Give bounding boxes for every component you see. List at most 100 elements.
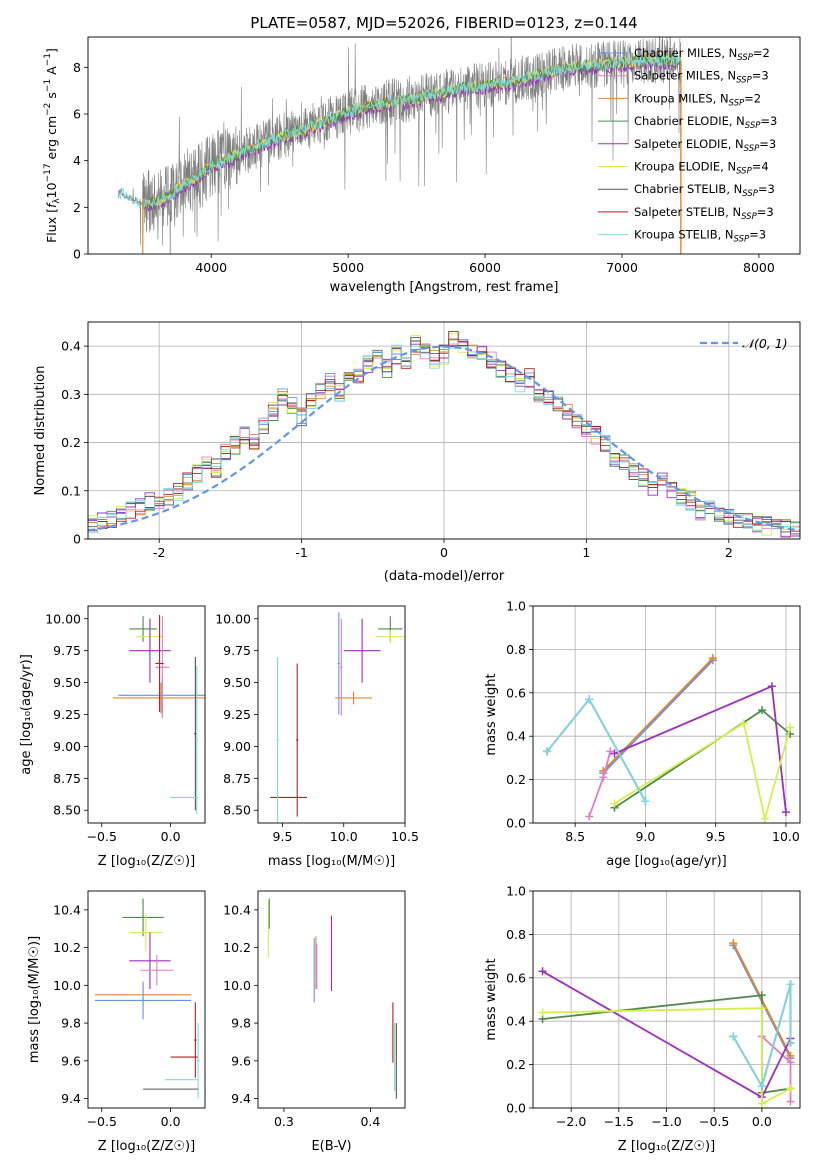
errorbars bbox=[112, 614, 205, 815]
weight-marker bbox=[757, 1004, 766, 1013]
y-tick-label: 10.2 bbox=[53, 940, 81, 955]
x-axis-label: Z [log₁₀(Z/Z☉)] bbox=[618, 1139, 715, 1154]
weight-marker bbox=[757, 1082, 766, 1091]
y-label-part: −2 bbox=[43, 103, 53, 116]
y-label-part: 10 bbox=[44, 182, 59, 198]
mass_vs_Z-panel: −0.5 0.0 9.4 9.6 9.8 10.0 10.2 10.4 Z [log₁₀(Z/Z… bbox=[27, 890, 206, 1154]
histogram-chabrier_stelib bbox=[88, 336, 800, 535]
y-tick-label: 9.25 bbox=[53, 707, 81, 722]
y-tick-label: 8.50 bbox=[223, 803, 251, 818]
weight-marker bbox=[757, 1099, 766, 1108]
weight-marker bbox=[729, 939, 738, 948]
y-tick-label: 0.4 bbox=[61, 339, 81, 354]
legend-name: Kroupa ELODIE, N bbox=[634, 160, 736, 174]
axes-frame bbox=[87, 890, 206, 1109]
legend-tail: =3 bbox=[749, 228, 766, 242]
legend-label: Chabrier STELIB, NSSP=3 bbox=[634, 182, 775, 199]
x-tick-label: 9.5 bbox=[706, 829, 726, 844]
legend-tail: =2 bbox=[744, 91, 761, 105]
y-axis-label: mass [log₁₀(M/M☉)] bbox=[27, 936, 42, 1063]
y-label-part: Flux [ bbox=[44, 208, 59, 243]
y-tick-label: 9.8 bbox=[61, 1016, 81, 1031]
age_vs_Z-panel: −0.5 0.0 8.50 8.75 9.00 9.25 9.50 9.75 10.00 Z [l… bbox=[19, 605, 206, 869]
y-tick-label: 10.4 bbox=[223, 902, 251, 917]
y-tick-label: 0.8 bbox=[506, 642, 526, 657]
weight-marker bbox=[606, 747, 615, 756]
y-label-part: f bbox=[44, 202, 59, 208]
x-tick-label: 9.5 bbox=[273, 829, 293, 844]
histograms bbox=[88, 330, 800, 538]
y-tick-label: 10.4 bbox=[53, 902, 81, 917]
y-tick-label: 4 bbox=[73, 153, 81, 168]
histogram-salpeter_elodie bbox=[88, 340, 800, 538]
legend-sub: SSP bbox=[736, 167, 752, 177]
y-label-part: −1 bbox=[43, 53, 53, 66]
y-label-part: ] bbox=[44, 48, 59, 53]
axes-frame bbox=[532, 605, 801, 824]
y-tick-label: 0 bbox=[73, 532, 81, 547]
residuals-panel: -2 -1 0 1 2 0 0.1 0.2 0.3 0.4 (data-model)/error No… bbox=[33, 321, 801, 584]
errorbars bbox=[270, 612, 405, 823]
y-tick-label: 0.4 bbox=[506, 1014, 526, 1029]
age_vs_mass-panel: 9.5 10.0 10.5 8.50 8.75 9.00 9.25 9.50 9.75 10.00… bbox=[215, 605, 419, 869]
y-tick-label: 9.25 bbox=[223, 707, 251, 722]
x-tick-label: −2.0 bbox=[556, 1114, 586, 1129]
legend-label: Salpeter MILES, NSSP=3 bbox=[634, 69, 769, 86]
weight_vs_age-panel: 8.5 9.0 9.5 10.0 0.0 0.2 0.4 0.6 0.8 1.0 age [log₁… bbox=[484, 599, 801, 869]
x-tick-label: −0.5 bbox=[87, 829, 117, 844]
weight-series-kroupa_stelib bbox=[546, 697, 647, 802]
legend-sub: SSP bbox=[744, 144, 760, 154]
legend-sub: SSP bbox=[729, 98, 745, 108]
y-tick-label: 9.4 bbox=[61, 1091, 81, 1106]
legend-label: Chabrier ELODIE, NSSP=3 bbox=[634, 114, 777, 131]
weight-series-salpeter_miles bbox=[588, 751, 612, 817]
legend-name: Salpeter ELODIE, N bbox=[634, 137, 744, 151]
y-tick-label: 8 bbox=[73, 60, 81, 75]
weight-marker bbox=[786, 1038, 795, 1047]
legend-name: Chabrier STELIB, N bbox=[634, 182, 742, 196]
legend-sub: SSP bbox=[745, 121, 761, 131]
y-tick-label: 0 bbox=[73, 247, 81, 262]
x-tick-label: 5000 bbox=[332, 260, 364, 275]
y-axis-label: Normed distribution bbox=[33, 366, 48, 496]
weight-lines bbox=[543, 654, 795, 823]
y-tick-label: 9.00 bbox=[223, 739, 251, 754]
histogram-salpeter_stelib bbox=[88, 330, 800, 532]
axes-frame bbox=[257, 605, 406, 824]
legend-label: Chabrier MILES, NSSP=2 bbox=[634, 46, 770, 63]
y-axis-label: Flux [fλ10−17 erg cm−2 s−1 A−1] bbox=[43, 48, 62, 243]
legend-label: Kroupa ELODIE, NSSP=4 bbox=[634, 160, 769, 177]
x-tick-label: 2 bbox=[725, 545, 733, 560]
weight-marker bbox=[585, 812, 594, 821]
weight-marker bbox=[538, 967, 547, 976]
x-tick-label: 0.3 bbox=[274, 1114, 294, 1129]
y-tick-label: 9.6 bbox=[61, 1053, 81, 1068]
y-tick-label: 10.0 bbox=[223, 978, 251, 993]
x-tick-label: 10.0 bbox=[772, 829, 800, 844]
weight-marker bbox=[781, 808, 790, 817]
legend-sub: SSP bbox=[741, 212, 757, 222]
legend-sub: SSP bbox=[736, 76, 752, 86]
x-tick-label: 0.0 bbox=[752, 1114, 772, 1129]
x-tick-label: 10.0 bbox=[330, 829, 358, 844]
x-tick-label: 6000 bbox=[469, 260, 501, 275]
y-label-part: erg cm bbox=[44, 116, 59, 164]
weight-marker bbox=[739, 719, 748, 728]
weight-marker bbox=[708, 654, 717, 663]
y-label-part: −1 bbox=[43, 79, 53, 92]
x-tick-label: −0.5 bbox=[699, 1114, 729, 1129]
legend-tail: =2 bbox=[753, 46, 770, 60]
x-axis-label: (data-model)/error bbox=[384, 569, 505, 584]
y-tick-label: 6 bbox=[73, 107, 81, 122]
y-tick-label: 0.0 bbox=[506, 816, 526, 831]
errorbars bbox=[94, 898, 200, 1099]
legend-sub: SSP bbox=[742, 189, 758, 199]
legend-label: Kroupa STELIB, NSSP=3 bbox=[634, 228, 766, 245]
x-tick-label: 1 bbox=[582, 545, 590, 560]
weight-marker bbox=[758, 706, 767, 715]
x-tick-label: 7000 bbox=[606, 260, 638, 275]
spectrum-panel: 4000 5000 6000 7000 8000 0 2 4 6 8 wavelength [Ang… bbox=[43, 36, 801, 295]
x-tick-label: 10.5 bbox=[391, 829, 419, 844]
legend-tail: =3 bbox=[757, 205, 774, 219]
y-label-part: s bbox=[44, 92, 59, 103]
